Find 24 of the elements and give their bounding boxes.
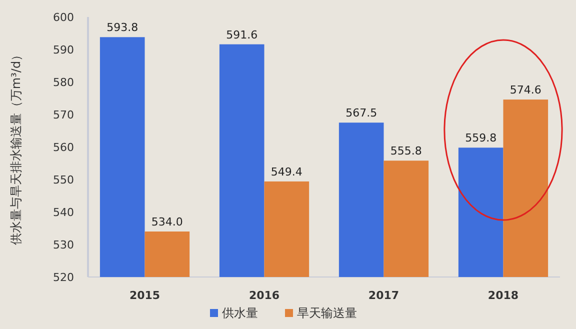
x-tick-label: 2015 xyxy=(129,289,160,302)
y-tick-label: 560 xyxy=(53,141,74,154)
y-tick-label: 550 xyxy=(53,174,74,186)
y-tick-label: 540 xyxy=(53,206,74,219)
y-tick-label: 580 xyxy=(53,76,74,89)
y-tick-label: 570 xyxy=(53,108,74,122)
text: 549.4 xyxy=(270,165,302,178)
x-tick-label: 2016 xyxy=(248,289,280,302)
x-tick-label: 2018 xyxy=(488,289,519,302)
y-tick-label: 530 xyxy=(53,238,74,252)
legend-label: 旱天输送量 xyxy=(297,306,357,320)
text: 559.8 xyxy=(465,132,497,145)
y-tick-label: 590 xyxy=(53,44,74,56)
text: 593.8 xyxy=(106,21,138,34)
text: 574.6 xyxy=(510,84,542,97)
text: 555.8 xyxy=(390,144,422,158)
x-tick-label: 2017 xyxy=(368,289,400,302)
y-tick-label: 520 xyxy=(53,271,74,284)
text: 591.6 xyxy=(226,28,258,42)
legend-label: 供水量 xyxy=(222,306,258,320)
text: 567.5 xyxy=(346,106,378,120)
y-tick-label: 600 xyxy=(53,11,74,24)
text: 534.0 xyxy=(151,216,183,228)
y-axis-title: 供水量与旱天排水输送量（万m³/d） xyxy=(9,48,23,246)
